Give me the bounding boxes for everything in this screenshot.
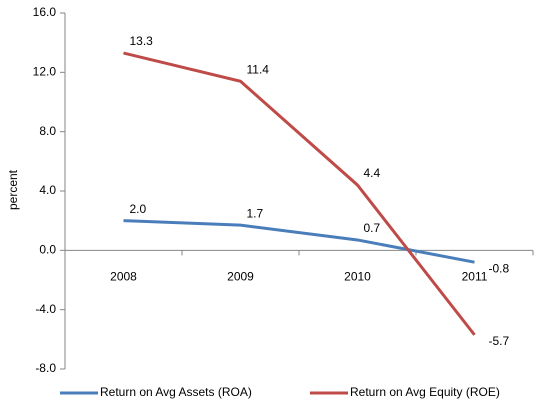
data-label: 0.7 — [364, 221, 381, 235]
y-tick-label: 12.0 — [33, 65, 57, 79]
y-tick-label: 8.0 — [39, 124, 56, 138]
data-label: 4.4 — [364, 166, 381, 180]
x-tick-label: 2009 — [227, 270, 254, 284]
x-tick-label: 2011 — [462, 270, 488, 284]
series-line — [123, 219, 475, 264]
x-tick-label: 2008 — [110, 270, 137, 284]
y-tick-label: -8.0 — [35, 361, 56, 375]
series-line — [123, 51, 476, 336]
legend-label: Return on Avg Assets (ROA) — [100, 385, 252, 399]
data-label: -5.7 — [489, 334, 510, 348]
legend-label: Return on Avg Equity (ROE) — [350, 385, 500, 399]
y-tick-label: 16.0 — [33, 5, 57, 19]
data-label: 2.0 — [130, 202, 147, 216]
data-label: -0.8 — [489, 261, 510, 275]
y-axis-label: percent — [6, 169, 20, 210]
y-tick-label: -4.0 — [35, 302, 56, 316]
data-label: 11.4 — [247, 62, 270, 76]
y-tick-label: 0.0 — [39, 243, 56, 257]
x-tick-label: 2010 — [344, 270, 371, 284]
y-tick-label: 4.0 — [39, 183, 56, 197]
data-label: 1.7 — [247, 206, 264, 220]
data-label: 13.3 — [130, 34, 154, 48]
